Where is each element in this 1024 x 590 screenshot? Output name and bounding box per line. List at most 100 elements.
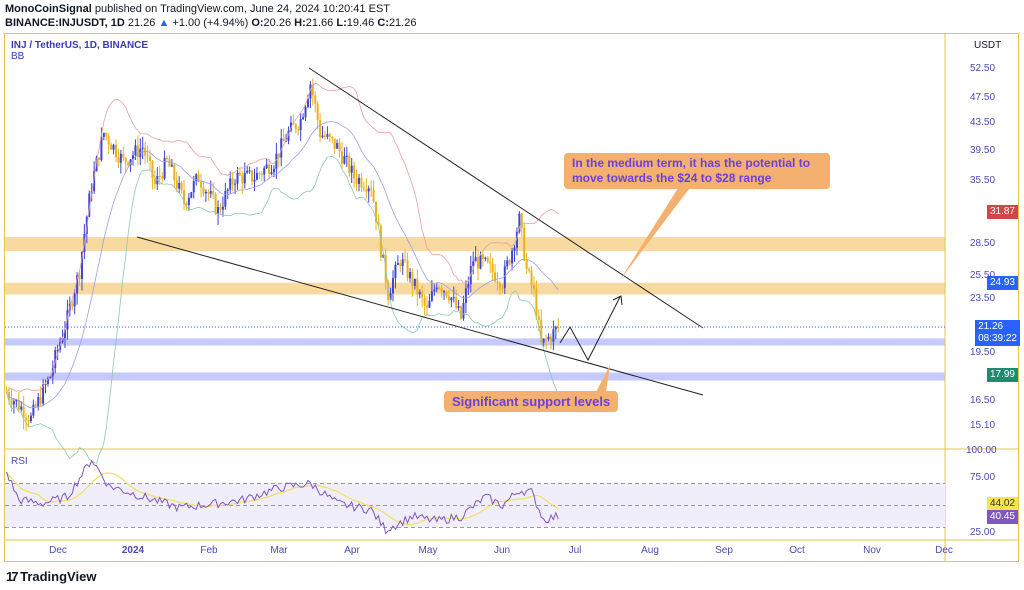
candle-body xyxy=(190,192,193,198)
candle-body xyxy=(185,203,188,205)
candle-body xyxy=(166,157,169,159)
candle-body xyxy=(447,296,450,301)
candle-body xyxy=(367,188,370,192)
candle-body xyxy=(61,338,64,343)
candle-body xyxy=(557,327,560,329)
candle-body xyxy=(474,257,477,262)
candle-body xyxy=(467,284,470,289)
candle-body xyxy=(360,177,363,188)
candle-body xyxy=(309,84,312,99)
candle-body xyxy=(452,297,455,299)
candle-body xyxy=(134,145,137,156)
candle-body xyxy=(270,172,273,175)
candle-body xyxy=(100,137,103,160)
candle-body xyxy=(443,291,446,293)
candle-body xyxy=(338,143,341,152)
candle-body xyxy=(535,288,538,317)
candle-body xyxy=(411,271,414,286)
candle-body xyxy=(464,288,467,304)
candle-body xyxy=(66,310,69,330)
rsi-label: RSI xyxy=(11,456,28,467)
candle-body xyxy=(396,263,399,265)
candle-body xyxy=(20,406,23,410)
candle-body xyxy=(129,159,132,166)
candle-body xyxy=(496,281,499,284)
candle-body xyxy=(486,257,489,263)
candle-body xyxy=(370,188,373,190)
candle-body xyxy=(413,278,416,286)
candle-body xyxy=(542,338,545,343)
candle-body xyxy=(326,134,329,137)
chart-legend: INJ / TetherUS, 1D, BINANCE BB xyxy=(11,40,149,62)
candle-body xyxy=(392,278,395,294)
candle-body xyxy=(22,406,25,419)
candle-body xyxy=(377,221,380,226)
candle-body xyxy=(532,285,535,289)
candle-body xyxy=(151,160,154,179)
candle-body xyxy=(207,191,210,194)
candle-body xyxy=(200,181,203,188)
candle-body xyxy=(440,288,443,292)
candle-body xyxy=(277,153,280,158)
candle-body xyxy=(321,135,324,138)
candle-body xyxy=(44,384,47,386)
time-tick: May xyxy=(418,545,438,556)
time-tick: Apr xyxy=(344,545,360,556)
candle-body xyxy=(547,336,550,340)
candle-body xyxy=(180,182,183,191)
candle-body xyxy=(552,329,555,342)
candle-body xyxy=(515,231,518,248)
price-tick: 39.50 xyxy=(970,144,996,156)
candle-body xyxy=(260,173,263,175)
candle-body xyxy=(25,418,28,420)
rsi-tick: 100.00 xyxy=(966,445,997,456)
candle-body xyxy=(39,397,42,404)
candle-body xyxy=(319,120,322,138)
candle-body xyxy=(457,306,460,308)
price-zone xyxy=(5,338,945,346)
candle-body xyxy=(297,129,300,131)
candle-body xyxy=(221,206,224,210)
support-annotation[interactable]: Significant support levels xyxy=(444,391,619,412)
bb-basis xyxy=(6,121,559,409)
candle-body xyxy=(365,188,368,192)
price-zone xyxy=(5,282,945,295)
target-annotation[interactable]: In the medium term, it has the potential… xyxy=(564,153,830,189)
candle-body xyxy=(423,297,426,306)
candle-body xyxy=(105,133,108,137)
rsi-ma-line xyxy=(6,471,559,526)
price-zone xyxy=(5,237,945,252)
candle-body xyxy=(248,170,251,172)
time-tick: Feb xyxy=(200,545,218,556)
candle-body xyxy=(102,133,105,138)
candle-body xyxy=(204,191,207,194)
price-tag-resistance: 24.93 xyxy=(986,276,1018,290)
price-tick: 25.50 xyxy=(970,269,996,281)
candle-body xyxy=(42,384,45,404)
candle-body xyxy=(394,264,397,279)
candle-body xyxy=(258,173,261,175)
candle-body xyxy=(32,404,35,416)
candle-body xyxy=(119,153,122,163)
candle-body xyxy=(323,135,326,137)
candle-body xyxy=(63,329,66,339)
candle-body xyxy=(525,260,528,269)
candle-body xyxy=(209,191,212,194)
candle-body xyxy=(173,164,176,181)
arrowhead-icon xyxy=(612,295,623,306)
candle-body xyxy=(433,289,436,292)
time-tick: Nov xyxy=(863,545,881,556)
symbol-line: BINANCE:INJUSDT, 1D 21.26 ▲ +1.00 (+4.94… xyxy=(5,17,417,29)
candle-body xyxy=(540,319,543,343)
candle-body xyxy=(114,144,117,158)
candle-body xyxy=(255,173,258,180)
candle-body xyxy=(163,157,166,179)
time-tick: Oct xyxy=(789,545,805,556)
projection-path xyxy=(559,296,621,362)
candle-body xyxy=(345,155,348,157)
candle-body xyxy=(421,291,424,298)
support-trendline xyxy=(136,236,704,396)
candle-body xyxy=(117,157,120,163)
candle-body xyxy=(34,404,37,407)
